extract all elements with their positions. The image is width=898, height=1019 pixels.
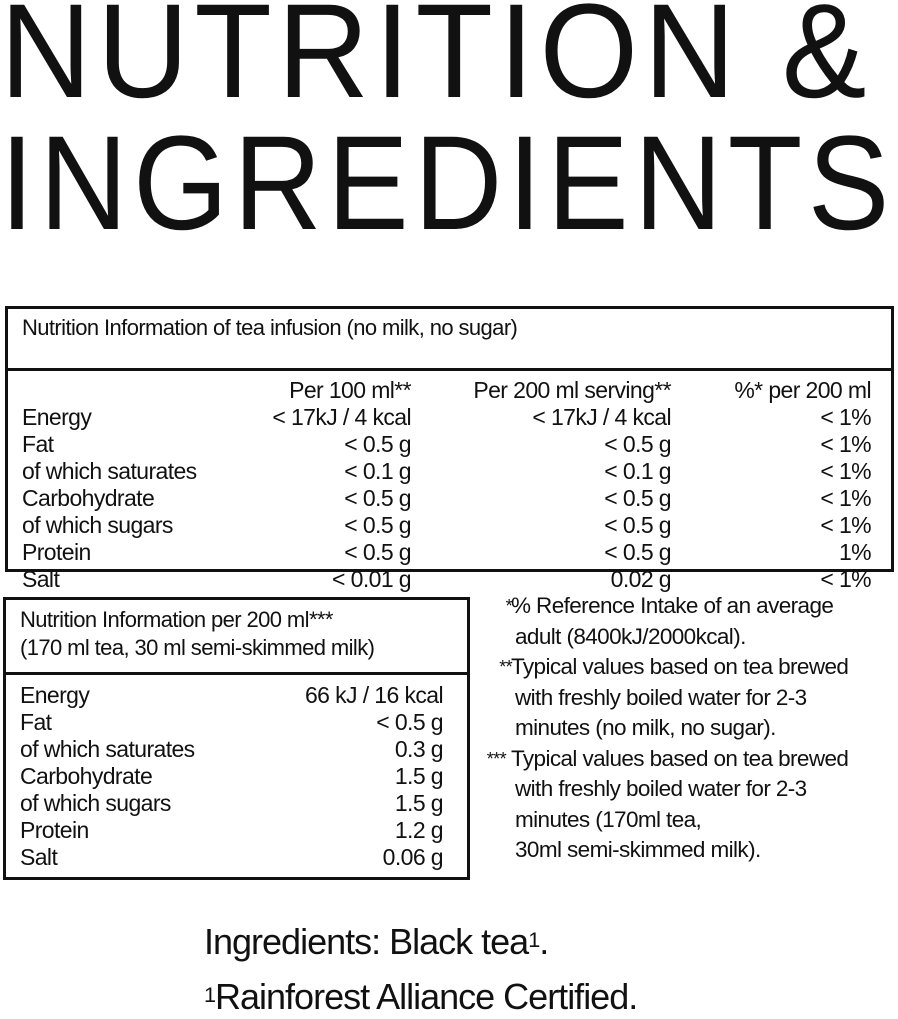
ingredients: Ingredients: Black tea1. (204, 921, 549, 963)
per-100ml-value: < 0.1 g (344, 458, 411, 484)
footnote-line: Typical values based on tea brewed (511, 654, 849, 679)
table-row: Energy < 17kJ / 4 kcal < 17kJ / 4 kcal < 1% (22, 404, 891, 431)
footnote-line: minutes (170ml tea, (515, 806, 702, 832)
table-row: Protein < 0.5 g < 0.5 g 1% (22, 539, 891, 566)
nutrient-label: Fat (22, 431, 54, 457)
reference-intake-value: < 1% (820, 566, 871, 592)
nutrient-value: 0.3 g (394, 736, 444, 762)
footnote-line: with freshly boiled water for 2-3 (515, 684, 807, 710)
per-200ml-value: < 0.5 g (604, 512, 671, 538)
table-row: of which saturates < 0.1 g < 0.1 g < 1% (22, 458, 891, 485)
nutrient-value: 66 kJ / 16 kcal (304, 682, 444, 708)
per-200ml-value: < 0.5 g (604, 539, 671, 565)
footnote-marker: 1 (204, 982, 216, 1007)
table-row: Fat < 0.5 g (20, 709, 467, 736)
nutrient-label: Energy (22, 404, 92, 430)
table-row: Salt < 0.01 g 0.02 g < 1% (22, 566, 891, 593)
footnote-line: % Reference Intake of an average (511, 593, 834, 618)
per-100ml-value: < 0.5 g (344, 431, 411, 457)
column-header: %* per 200 ml (734, 377, 871, 403)
table-heading: Nutrition Information of tea infusion (n… (8, 309, 891, 371)
footnote-line: Typical values based on tea brewed (511, 745, 849, 771)
nutrient-label: of which saturates (20, 736, 195, 762)
per-200ml-value: < 0.5 g (604, 485, 671, 511)
certification-text: Rainforest Alliance Certified. (215, 976, 638, 1017)
table-row: Carbohydrate < 0.5 g < 0.5 g < 1% (22, 485, 891, 512)
column-header-row: Per 100 ml** Per 200 ml serving** %* per 2… (22, 377, 891, 404)
tea-infusion-nutrition-table: Nutrition Information of tea infusion (n… (5, 306, 894, 592)
table-row: of which sugars < 0.5 g < 0.5 g < 1% (22, 512, 891, 539)
table-row: Energy 66 kJ / 16 kcal (20, 682, 467, 709)
footnote-line: adult (8400kJ/2000kcal). (515, 623, 746, 649)
reference-intake-value: < 1% (820, 485, 871, 511)
nutrient-label: Protein (22, 539, 91, 565)
nutrient-label: Energy (20, 682, 90, 708)
per-100ml-value: < 0.5 g (344, 512, 411, 538)
per-100ml-value: < 0.5 g (344, 539, 411, 565)
per-200ml-value: < 0.5 g (604, 431, 671, 457)
period: . (539, 921, 549, 962)
nutrient-value: 1.5 g (394, 790, 444, 816)
table-row: of which saturates 0.3 g (20, 736, 467, 763)
nutrient-value: 1.5 g (394, 763, 444, 789)
nutrient-value: 1.2 g (394, 817, 444, 843)
heading-line-2: (170 ml tea, 30 ml semi-skimmed milk) (20, 635, 375, 660)
per-100ml-value: < 0.01 g (332, 566, 412, 592)
milk-tea-nutrition-table: Nutrition Information per 200 ml*** (170… (3, 597, 470, 880)
reference-intake-value: < 1% (820, 458, 871, 484)
title-line-1: NUTRITION & (0, 0, 873, 126)
nutrient-label: Fat (20, 709, 52, 735)
table-row: Fat < 0.5 g < 0.5 g < 1% (22, 431, 891, 458)
footnote-marker: ** (499, 657, 512, 677)
nutrient-label: Salt (22, 566, 60, 592)
per-100ml-value: < 17kJ / 4 kcal (272, 404, 411, 430)
nutrient-label: Protein (20, 817, 89, 843)
column-header: Per 100 ml** (289, 377, 412, 403)
reference-intake-value: < 1% (820, 512, 871, 538)
reference-intake-value: 1% (838, 539, 872, 565)
footnote-marker: *** (486, 748, 507, 769)
footnote-marker: * (505, 596, 513, 616)
per-200ml-value: 0.02 g (610, 566, 672, 592)
footnote-marker: 1 (528, 927, 540, 952)
per-200ml-value: < 0.1 g (604, 458, 671, 484)
nutrient-label: Carbohydrate (20, 763, 153, 789)
footnote-line: 30ml semi-skimmed milk). (515, 837, 761, 862)
ingredients-text: Ingredients: Black tea (204, 921, 529, 962)
footnote-line: minutes (no milk, no sugar). (515, 715, 776, 740)
nutrient-label: Salt (20, 844, 58, 870)
nutrient-value: 0.06 g (382, 844, 444, 870)
table-row: of which sugars 1.5 g (20, 790, 467, 817)
title-line-2: INGREDIENTS (0, 109, 895, 258)
reference-intake-value: < 1% (820, 431, 871, 457)
heading-line-1: Nutrition Information per 200 ml*** (20, 607, 333, 632)
column-header: Per 200 ml serving** (473, 377, 671, 403)
per-200ml-value: < 17kJ / 4 kcal (532, 404, 671, 430)
certification-note: 1Rainforest Alliance Certified. (204, 976, 638, 1018)
table-heading: Nutrition Information per 200 ml*** (170… (6, 600, 467, 675)
per-100ml-value: < 0.5 g (344, 485, 411, 511)
reference-intake-value: < 1% (820, 404, 871, 430)
table-row: Carbohydrate 1.5 g (20, 763, 467, 790)
nutrient-label: of which sugars (20, 790, 171, 816)
table-row: Protein 1.2 g (20, 817, 467, 844)
footnote-line: with freshly boiled water for 2-3 (515, 776, 807, 801)
nutrient-label: of which sugars (22, 512, 173, 538)
nutrient-label: Carbohydrate (22, 485, 155, 511)
nutrient-value: < 0.5 g (376, 709, 443, 735)
table-row: Salt 0.06 g (20, 844, 467, 871)
nutrient-label: of which saturates (22, 458, 197, 484)
